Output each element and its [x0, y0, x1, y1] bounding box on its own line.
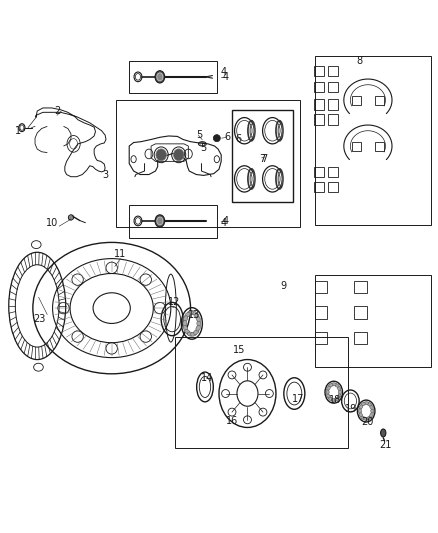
Text: 15: 15 [233, 345, 245, 355]
Text: 18: 18 [329, 395, 341, 405]
Text: 4: 4 [223, 72, 229, 82]
Text: 11: 11 [114, 249, 127, 259]
Ellipse shape [337, 394, 341, 398]
Ellipse shape [183, 320, 187, 327]
Text: 7: 7 [261, 154, 268, 164]
Ellipse shape [328, 384, 333, 387]
Text: 10: 10 [46, 217, 59, 228]
Ellipse shape [194, 312, 199, 317]
Text: 8: 8 [356, 55, 362, 66]
Bar [116, 100, 300, 227]
Text: 19: 19 [345, 404, 357, 414]
Text: 4: 4 [220, 217, 226, 228]
Text: 4: 4 [223, 216, 229, 226]
Text: 3: 3 [102, 169, 108, 180]
Bar [315, 56, 431, 225]
Ellipse shape [370, 413, 373, 417]
Bar [129, 205, 217, 238]
Ellipse shape [358, 409, 362, 414]
Ellipse shape [370, 405, 373, 409]
Ellipse shape [337, 386, 341, 391]
Ellipse shape [361, 402, 365, 406]
Ellipse shape [335, 397, 339, 401]
Ellipse shape [335, 384, 339, 387]
Bar [129, 61, 217, 93]
Ellipse shape [155, 71, 165, 83]
Ellipse shape [367, 416, 371, 419]
Ellipse shape [191, 311, 196, 315]
Ellipse shape [332, 399, 336, 402]
Text: 2: 2 [54, 106, 60, 116]
Ellipse shape [326, 390, 329, 394]
Text: 9: 9 [281, 281, 287, 291]
Ellipse shape [367, 402, 371, 406]
Ellipse shape [185, 312, 190, 317]
Text: 17: 17 [292, 394, 304, 404]
Ellipse shape [327, 394, 330, 398]
Text: 21: 21 [379, 440, 392, 450]
Ellipse shape [187, 311, 193, 315]
Text: 16: 16 [226, 416, 238, 426]
Ellipse shape [157, 73, 163, 81]
Ellipse shape [364, 402, 368, 405]
Ellipse shape [197, 320, 201, 327]
Ellipse shape [196, 316, 200, 321]
Text: 5: 5 [201, 143, 207, 154]
Text: 1: 1 [14, 126, 21, 136]
Wedge shape [68, 215, 74, 220]
Ellipse shape [184, 325, 188, 331]
Ellipse shape [187, 332, 193, 336]
Ellipse shape [184, 316, 188, 321]
Text: 6: 6 [225, 132, 231, 142]
Text: 14: 14 [201, 373, 213, 383]
Text: 5: 5 [196, 130, 202, 140]
Ellipse shape [359, 405, 363, 409]
Ellipse shape [359, 413, 363, 417]
Ellipse shape [338, 390, 342, 394]
Ellipse shape [364, 417, 368, 421]
Text: 4: 4 [220, 67, 226, 77]
Ellipse shape [191, 332, 196, 336]
Text: 23: 23 [33, 314, 46, 324]
Ellipse shape [196, 325, 200, 331]
Ellipse shape [361, 416, 365, 419]
Text: 13: 13 [187, 310, 200, 320]
Text: 12: 12 [168, 297, 180, 308]
Ellipse shape [194, 329, 199, 334]
Ellipse shape [185, 329, 190, 334]
Bar [232, 110, 293, 201]
Text: 6: 6 [236, 134, 242, 144]
Text: 20: 20 [362, 417, 374, 427]
Ellipse shape [173, 149, 184, 161]
Ellipse shape [328, 397, 333, 401]
Ellipse shape [381, 429, 386, 437]
Bar [315, 275, 431, 367]
Text: 7: 7 [260, 154, 266, 164]
Ellipse shape [156, 149, 166, 161]
Ellipse shape [371, 409, 374, 414]
Ellipse shape [332, 383, 336, 386]
Ellipse shape [68, 215, 74, 220]
Ellipse shape [327, 386, 330, 391]
Ellipse shape [157, 217, 163, 225]
Bar [175, 336, 348, 448]
Ellipse shape [155, 215, 165, 227]
Circle shape [213, 135, 220, 142]
